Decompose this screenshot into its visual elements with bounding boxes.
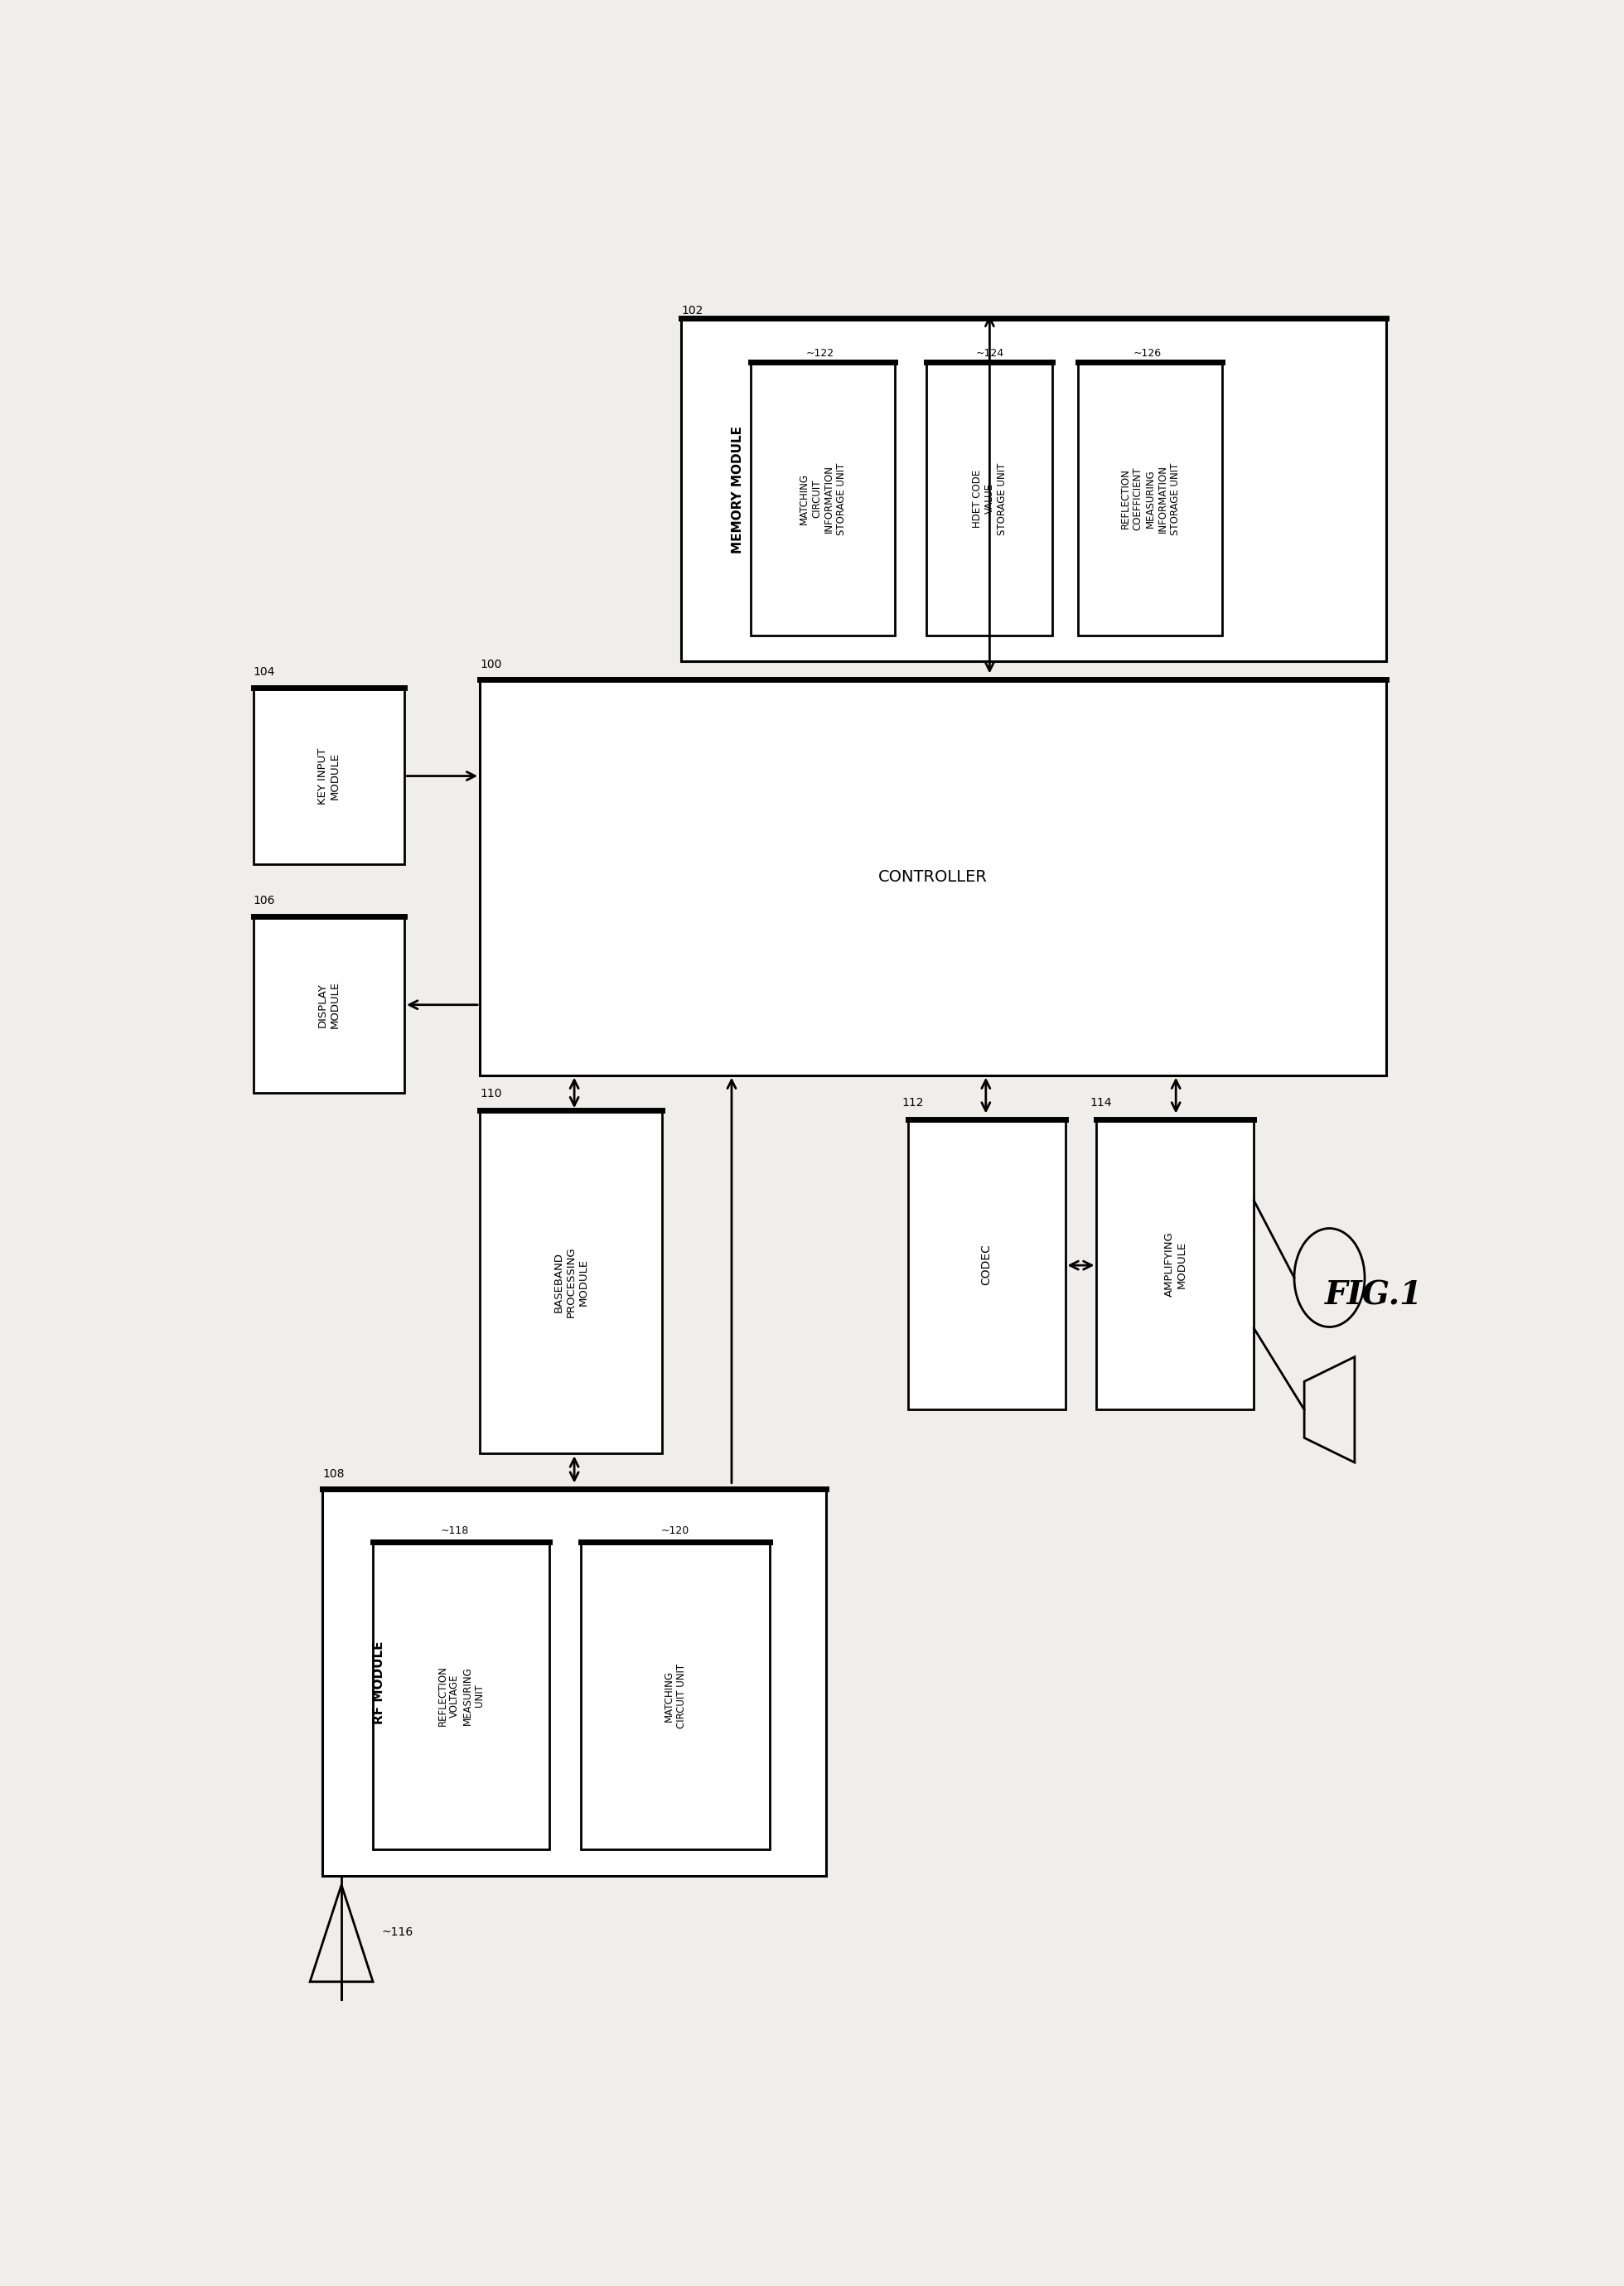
Text: 104: 104	[253, 665, 274, 677]
Text: ~118: ~118	[440, 1525, 469, 1536]
Text: HDET CODE
VALUE
STORAGE UNIT: HDET CODE VALUE STORAGE UNIT	[971, 462, 1007, 535]
Text: 114: 114	[1090, 1097, 1112, 1109]
Bar	[908, 1120, 1065, 1410]
Text: ~126: ~126	[1134, 347, 1161, 359]
Text: KEY INPUT
MODULE: KEY INPUT MODULE	[317, 748, 341, 805]
Text: MATCHING
CIRCUIT UNIT: MATCHING CIRCUIT UNIT	[663, 1664, 687, 1728]
Text: REFLECTION
COEFFICIENT
MEASURING
INFORMATION
STORAGE UNIT: REFLECTION COEFFICIENT MEASURING INFORMA…	[1121, 462, 1181, 535]
Bar	[1096, 1120, 1254, 1410]
Text: 106: 106	[253, 894, 276, 905]
Text: 102: 102	[682, 304, 703, 315]
Text: ~122: ~122	[806, 347, 833, 359]
Text: ~124: ~124	[976, 347, 1004, 359]
Bar	[1078, 361, 1223, 636]
Text: ~116: ~116	[382, 1927, 414, 1939]
Text: MATCHING
CIRCUIT
INFORMATION
STORAGE UNIT: MATCHING CIRCUIT INFORMATION STORAGE UNI…	[799, 462, 846, 535]
Bar	[253, 917, 404, 1093]
Bar	[374, 1541, 549, 1849]
Bar	[682, 318, 1387, 661]
Text: 108: 108	[323, 1468, 344, 1479]
Text: CODEC: CODEC	[981, 1244, 992, 1285]
Bar	[750, 361, 895, 636]
Bar	[927, 361, 1052, 636]
Text: 110: 110	[481, 1088, 502, 1100]
Bar	[323, 1488, 827, 1877]
Bar	[481, 1111, 663, 1454]
Text: REFLECTION
VOLTAGE
MEASURING
UNIT: REFLECTION VOLTAGE MEASURING UNIT	[437, 1666, 486, 1726]
Text: RF MODULE: RF MODULE	[374, 1641, 385, 1724]
Text: MEMORY MODULE: MEMORY MODULE	[732, 425, 744, 553]
Text: DISPLAY
MODULE: DISPLAY MODULE	[317, 981, 341, 1029]
Text: 112: 112	[901, 1097, 924, 1109]
Text: CONTROLLER: CONTROLLER	[879, 869, 987, 885]
Text: 100: 100	[481, 658, 502, 670]
Text: ~120: ~120	[661, 1525, 689, 1536]
Text: AMPLIFYING
MODULE: AMPLIFYING MODULE	[1164, 1232, 1187, 1296]
Bar	[253, 688, 404, 864]
Text: BASEBAND
PROCESSING
MODULE: BASEBAND PROCESSING MODULE	[554, 1246, 590, 1317]
Bar	[481, 679, 1385, 1074]
Bar	[581, 1541, 770, 1849]
Text: FIG.1: FIG.1	[1325, 1280, 1423, 1310]
